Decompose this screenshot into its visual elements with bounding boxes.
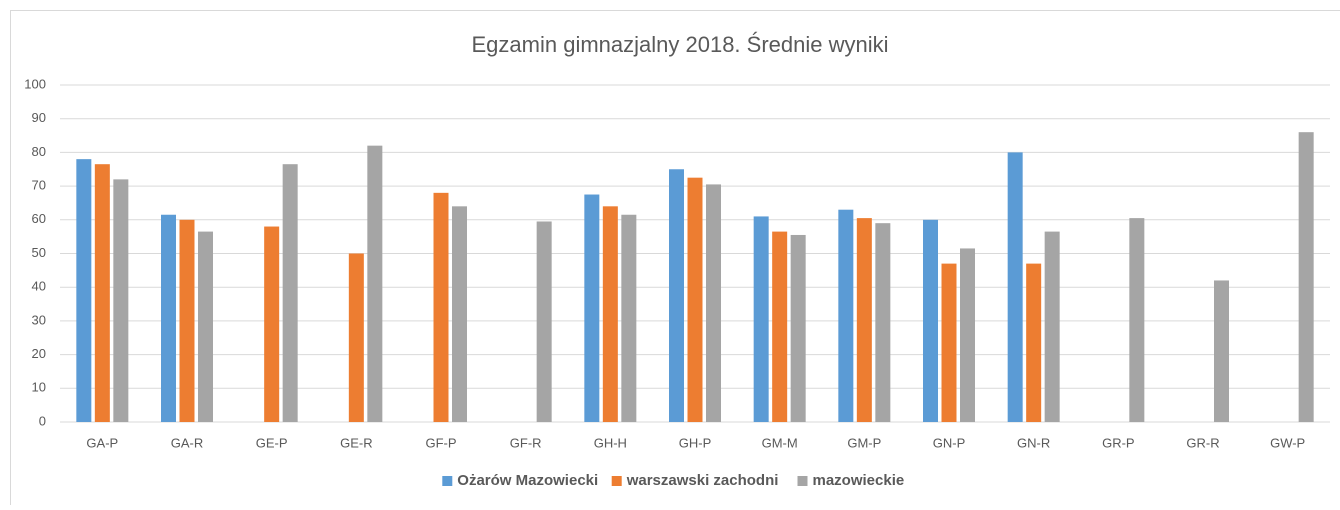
- bar: [367, 146, 382, 422]
- bar: [923, 220, 938, 422]
- bar: [838, 210, 853, 422]
- x-tick-label: GF-P: [425, 435, 456, 450]
- x-tick-label: GF-R: [510, 435, 542, 450]
- legend-swatch: [442, 476, 452, 486]
- legend-label: Ożarów Mazowiecki: [457, 472, 598, 489]
- y-tick-label: 90: [32, 110, 46, 125]
- bar: [349, 254, 364, 423]
- bar: [1045, 232, 1060, 422]
- bar: [1129, 218, 1144, 422]
- bar: [95, 164, 110, 422]
- bar: [706, 184, 721, 422]
- y-tick-label: 80: [32, 144, 46, 159]
- x-tick-label: GN-R: [1017, 435, 1050, 450]
- legend-swatch: [798, 476, 808, 486]
- x-tick-label: GA-P: [86, 435, 118, 450]
- x-tick-label: GH-P: [679, 435, 712, 450]
- y-tick-label: 50: [32, 245, 46, 260]
- legend-label: mazowieckie: [813, 472, 905, 489]
- x-tick-label: GA-R: [171, 435, 204, 450]
- bar: [180, 220, 195, 422]
- bar: [113, 179, 128, 422]
- y-tick-label: 40: [32, 279, 46, 294]
- bar: [76, 159, 91, 422]
- y-tick-label: 0: [39, 413, 46, 428]
- bar: [772, 232, 787, 422]
- y-tick-label: 10: [32, 380, 46, 395]
- bar: [857, 218, 872, 422]
- bar: [754, 216, 769, 422]
- bar: [621, 215, 636, 422]
- legend-swatch: [612, 476, 622, 486]
- bar: [791, 235, 806, 422]
- y-tick-label: 100: [24, 76, 46, 91]
- bar: [960, 248, 975, 422]
- bar: [434, 193, 449, 422]
- y-tick-label: 60: [32, 211, 46, 226]
- bar: [1008, 152, 1023, 422]
- y-tick-label: 30: [32, 312, 46, 327]
- bar: [1214, 280, 1229, 422]
- bar: [452, 206, 467, 422]
- x-tick-label: GE-R: [340, 435, 373, 450]
- x-tick-label: GE-P: [256, 435, 288, 450]
- x-tick-label: GM-M: [762, 435, 798, 450]
- bar: [584, 195, 599, 422]
- bar: [669, 169, 684, 422]
- y-tick-label: 20: [32, 346, 46, 361]
- x-tick-label: GR-P: [1102, 435, 1135, 450]
- bar: [161, 215, 176, 422]
- bar: [688, 178, 703, 422]
- x-tick-label: GN-P: [933, 435, 966, 450]
- bar: [1026, 264, 1041, 422]
- x-tick-label: GH-H: [594, 435, 627, 450]
- bar: [603, 206, 618, 422]
- legend-label: warszawski zachodni: [626, 472, 779, 489]
- bar: [264, 227, 279, 422]
- y-tick-label: 70: [32, 178, 46, 193]
- bar: [875, 223, 890, 422]
- bar: [942, 264, 957, 422]
- x-tick-label: GW-P: [1270, 435, 1305, 450]
- bar: [1299, 132, 1314, 422]
- bar: [537, 221, 552, 422]
- x-tick-label: GR-R: [1186, 435, 1219, 450]
- x-tick-label: GM-P: [847, 435, 881, 450]
- chart-title: Egzamin gimnazjalny 2018. Średnie wyniki: [472, 32, 889, 57]
- bar: [283, 164, 298, 422]
- bar: [198, 232, 213, 422]
